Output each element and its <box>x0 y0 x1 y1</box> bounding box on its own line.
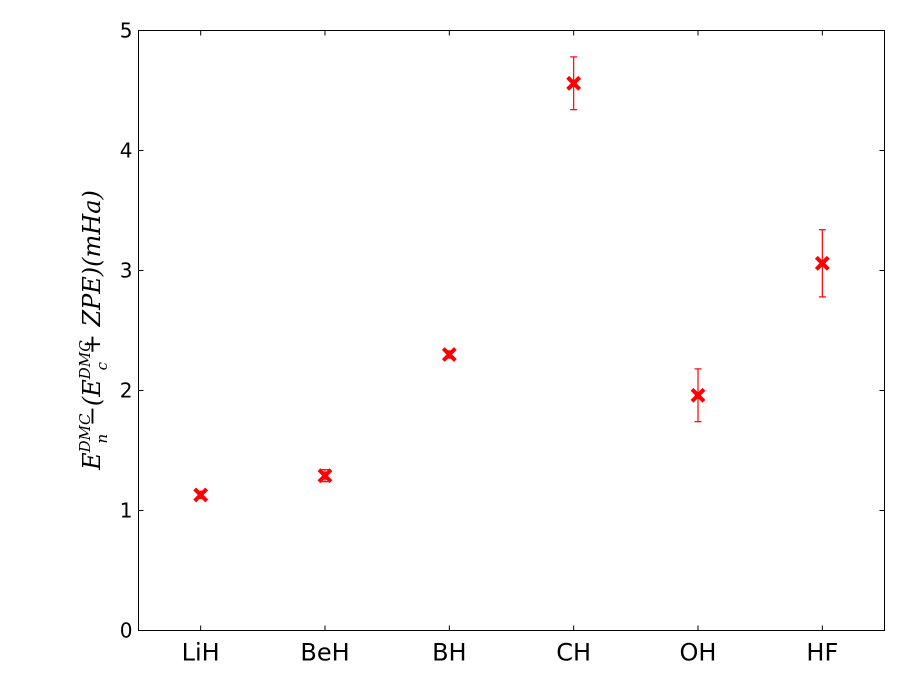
y-label-part: DMC <box>76 413 94 453</box>
x-marker-stroke <box>566 75 582 91</box>
x-marker-stroke <box>441 347 457 362</box>
y-tick-label: 3 <box>120 259 133 283</box>
data-point <box>317 468 333 484</box>
y-tick-label: 2 <box>120 379 133 403</box>
axis-ticks: 0 1 2 3 4 5 LiH BeH BH CH OH HF <box>120 19 885 667</box>
x-tick-label: LiH <box>182 639 220 667</box>
x-marker-stroke <box>317 468 333 484</box>
x-tick-label: CH <box>556 639 591 667</box>
y-label-part: E <box>78 452 106 471</box>
y-tick-label: 0 <box>120 619 133 643</box>
y-label-part: n <box>93 434 111 444</box>
data-point <box>193 487 209 503</box>
x-marker-stroke <box>193 487 209 503</box>
y-axis-label: EDMCn −(EDMCc + ZPE)(mHa) <box>76 190 111 471</box>
y-tick-label: 5 <box>120 19 133 43</box>
y-axis-label-text: EDMCn −(EDMCc + ZPE)(mHa) <box>76 190 111 471</box>
data-point <box>690 368 706 423</box>
x-tick-label: OH <box>680 639 717 667</box>
data-point <box>566 56 582 111</box>
data-point <box>814 229 830 298</box>
x-tick-label: BH <box>432 639 467 667</box>
plot-frame <box>138 30 885 631</box>
x-tick-label: HF <box>806 639 838 667</box>
y-tick-label: 1 <box>120 499 133 523</box>
x-marker-stroke <box>814 255 830 271</box>
y-label-part: DMC <box>76 340 94 380</box>
y-label-part: −(E <box>78 379 106 434</box>
data-point <box>441 347 457 362</box>
x-tick-label: BeH <box>300 639 349 667</box>
x-marker-stroke <box>690 387 706 403</box>
y-label-part: c <box>93 361 111 370</box>
data-points <box>193 56 830 503</box>
y-tick-label: 4 <box>120 139 133 163</box>
y-label-part: + ZPE)(mHa) <box>78 190 106 362</box>
